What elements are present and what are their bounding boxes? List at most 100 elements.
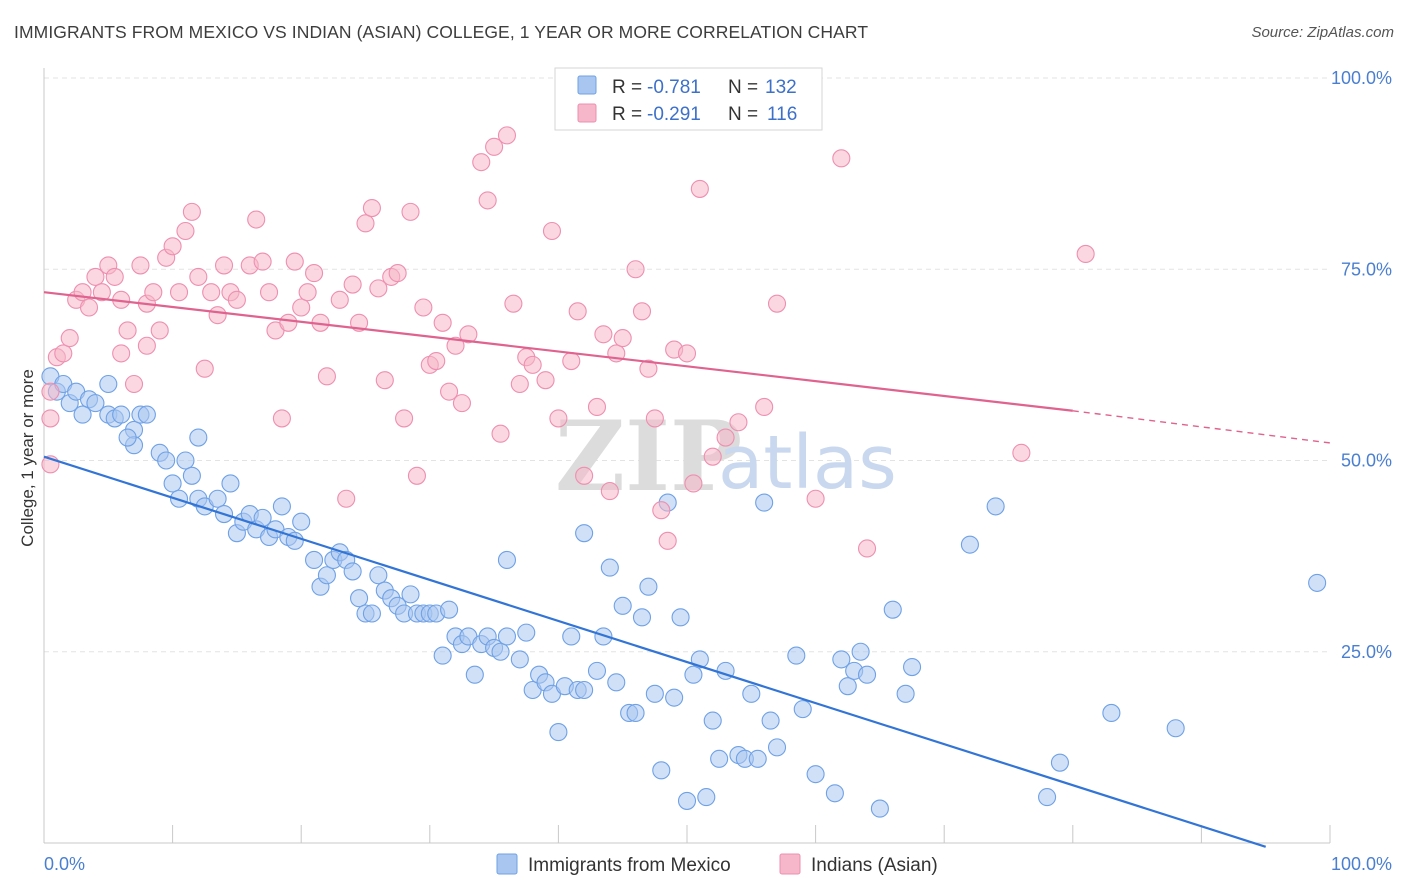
point-series-1-105 <box>1076 244 1095 263</box>
point-series-0-95 <box>684 665 703 684</box>
trend-line-series-0 <box>43 455 1267 848</box>
point-series-0-88 <box>639 577 658 596</box>
axes <box>43 68 1331 844</box>
point-series-1-63 <box>446 336 465 355</box>
point-series-0-83 <box>607 673 626 692</box>
point-series-1-72 <box>510 374 529 394</box>
point-series-0-110 <box>806 765 825 784</box>
point-series-1-28 <box>208 306 227 325</box>
point-series-1-93 <box>677 344 697 363</box>
point-series-1-71 <box>504 294 523 313</box>
point-series-0-120 <box>902 657 922 677</box>
point-series-0-38 <box>317 566 336 585</box>
point-series-0-86 <box>626 703 645 723</box>
point-series-1-57 <box>407 466 426 485</box>
point-series-0-65 <box>491 642 510 661</box>
point-series-1-98 <box>729 413 748 432</box>
point-series-1-67 <box>478 191 497 210</box>
point-series-1-14 <box>118 321 137 340</box>
legend-n-label-indian: N = <box>728 104 758 125</box>
point-series-1-41 <box>298 283 317 302</box>
trend-line-series-1 <box>43 291 1073 412</box>
point-series-1-70 <box>497 126 517 145</box>
point-series-0-78 <box>575 524 594 543</box>
point-series-1-29 <box>214 256 234 275</box>
point-series-0-90 <box>652 761 671 780</box>
point-series-0-74 <box>549 723 568 742</box>
legend-r-label-indian: R = <box>612 104 642 125</box>
point-series-1-45 <box>330 290 349 309</box>
point-series-0-32 <box>272 497 291 516</box>
point-series-1-12 <box>105 267 124 286</box>
point-series-1-69 <box>491 424 510 443</box>
point-series-1-94 <box>684 474 703 493</box>
watermark-atlas-text: atlas <box>718 420 897 506</box>
point-series-0-97 <box>697 788 716 807</box>
chart-title: IMMIGRANTS FROM MEXICO VS INDIAN (ASIAN)… <box>14 22 869 42</box>
point-series-1-54 <box>388 264 407 283</box>
point-series-1-19 <box>150 321 169 340</box>
point-series-1-74 <box>523 355 542 374</box>
point-series-0-12 <box>137 405 156 424</box>
point-series-1-106 <box>112 344 131 363</box>
point-series-1-24 <box>182 202 201 221</box>
point-series-0-9 <box>112 405 131 424</box>
point-series-0-79 <box>575 680 594 700</box>
legend-swatch-mexico <box>577 75 597 95</box>
point-series-1-102 <box>832 149 851 168</box>
point-series-0-92 <box>665 688 684 707</box>
point-series-0-124 <box>1050 753 1069 772</box>
y-tick-labels: 25.0% 50.0% 75.0% 100.0% <box>1331 68 1392 662</box>
point-series-0-127 <box>1308 573 1327 592</box>
point-series-0-34 <box>285 531 304 550</box>
point-series-0-51 <box>401 585 420 604</box>
point-series-0-89 <box>645 684 664 703</box>
point-series-0-35 <box>292 512 311 531</box>
point-series-1-0 <box>41 382 60 401</box>
point-series-1-60 <box>427 351 446 371</box>
x-tick-labels: 0.0% 100.0% <box>44 854 1392 874</box>
point-series-0-24 <box>221 474 240 493</box>
legend-bottom-swatch-mexico <box>496 853 518 875</box>
point-series-1-35 <box>259 283 279 302</box>
legend-n-label-mexico: N = <box>728 77 758 98</box>
legend-top-box <box>554 67 823 131</box>
point-series-1-10 <box>92 283 111 302</box>
point-series-1-79 <box>568 302 587 321</box>
y-tick-label-2: 75.0% <box>1341 259 1392 279</box>
legend-n-value-mexico: 132 <box>765 77 797 98</box>
point-series-1-37 <box>272 409 291 428</box>
point-series-0-107 <box>767 738 787 757</box>
point-series-1-85 <box>613 329 632 348</box>
point-series-1-21 <box>163 237 182 256</box>
point-series-1-89 <box>645 409 664 428</box>
point-series-1-100 <box>767 294 787 313</box>
data-points <box>41 126 1327 818</box>
point-series-0-121 <box>960 535 979 554</box>
point-series-1-5 <box>60 329 79 348</box>
point-series-1-62 <box>440 382 459 401</box>
point-series-1-97 <box>716 428 735 447</box>
point-series-1-66 <box>472 153 491 172</box>
point-series-1-50 <box>362 199 381 218</box>
point-series-1-107 <box>137 336 156 355</box>
y-tick-label-1: 50.0% <box>1341 451 1392 471</box>
point-series-1-15 <box>124 374 144 394</box>
point-series-1-88 <box>639 359 658 378</box>
point-series-1-80 <box>575 466 594 485</box>
legend-bottom-label-mexico: Immigrants from Mexico <box>528 855 731 876</box>
point-series-1-42 <box>305 264 324 283</box>
point-series-0-104 <box>748 749 767 768</box>
point-series-1-82 <box>594 325 613 344</box>
point-series-0-125 <box>1102 703 1121 723</box>
point-series-1-76 <box>542 221 562 241</box>
point-series-0-108 <box>787 646 806 665</box>
legend-r-value-indian: -0.291 <box>647 104 701 125</box>
point-series-0-16 <box>163 474 182 493</box>
point-series-1-91 <box>658 531 677 550</box>
point-series-0-36 <box>305 550 324 570</box>
point-series-1-104 <box>1012 443 1031 462</box>
point-series-0-66 <box>497 627 517 646</box>
point-series-1-18 <box>144 283 163 302</box>
